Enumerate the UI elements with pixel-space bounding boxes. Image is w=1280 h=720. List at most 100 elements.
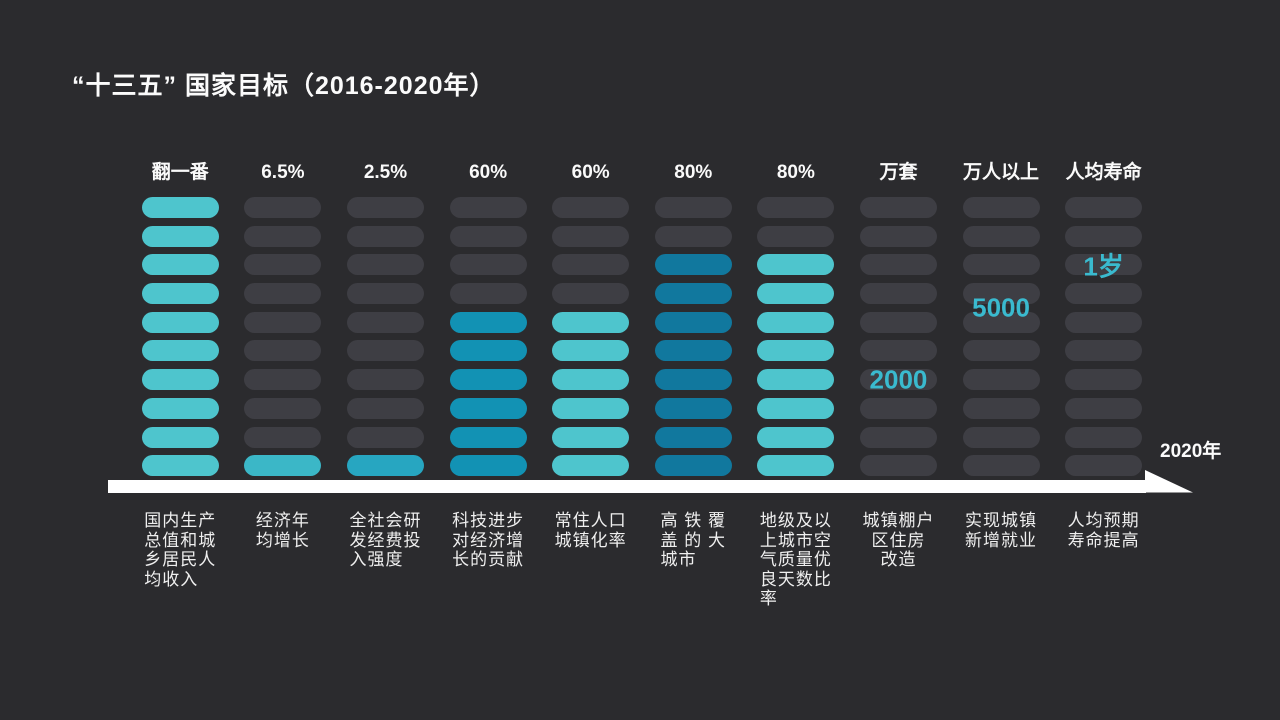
pill-empty xyxy=(244,254,322,276)
pill-empty xyxy=(346,283,424,305)
target-value-overlay: 5000 xyxy=(972,292,1030,323)
pill-filled xyxy=(552,311,630,333)
year-label: 2020年 xyxy=(1160,441,1222,462)
pill-empty xyxy=(962,426,1040,448)
goal-target-header: 6.5% xyxy=(261,162,305,183)
pill-empty xyxy=(346,369,424,391)
target-value-overlay: 1岁 xyxy=(1083,251,1124,282)
pill-empty xyxy=(244,369,322,391)
pill-filled xyxy=(654,455,732,477)
pill-filled xyxy=(757,311,835,333)
pill-filled xyxy=(141,455,219,477)
goal-category-label: 经济年 均增长 xyxy=(255,511,310,550)
pill-empty xyxy=(859,254,937,276)
pill-filled xyxy=(654,397,732,419)
pill-empty xyxy=(1065,311,1143,333)
goal-category-label: 全社会研 发经费投 入强度 xyxy=(349,511,422,570)
pill-empty xyxy=(552,197,630,218)
pill-empty xyxy=(346,397,424,419)
goal-column: 80% 高 铁 覆 盖 的 大 城市 xyxy=(642,155,745,609)
pill-empty xyxy=(962,311,1040,333)
pill-filled xyxy=(449,455,527,477)
pill-empty xyxy=(346,225,424,247)
pill-empty xyxy=(962,455,1040,477)
pill-empty xyxy=(859,369,937,391)
pill-empty xyxy=(859,455,937,477)
pill-filled xyxy=(346,455,424,477)
pill-empty xyxy=(244,426,322,448)
pill-filled xyxy=(141,426,219,448)
pill-empty xyxy=(552,254,630,276)
pill-stack xyxy=(346,197,424,477)
goal-target-header: 翻一番 xyxy=(151,162,209,183)
pill-filled xyxy=(141,340,219,362)
goal-target-header: 60% xyxy=(571,162,610,183)
pill-empty xyxy=(859,397,937,419)
goal-target-header: 80% xyxy=(776,162,815,183)
pill-empty xyxy=(449,225,527,247)
pill-empty xyxy=(1065,369,1143,391)
pill-empty xyxy=(962,397,1040,419)
pill-filled xyxy=(757,455,835,477)
goal-target-header: 60% xyxy=(469,162,508,183)
pill-empty xyxy=(859,340,937,362)
pill-empty xyxy=(859,426,937,448)
pill-empty xyxy=(244,397,322,419)
pill-filled xyxy=(757,369,835,391)
goal-category-label: 实现城镇 新增就业 xyxy=(965,511,1038,550)
pill-empty xyxy=(654,225,732,247)
target-value-overlay: 2000 xyxy=(869,364,928,395)
pill-empty xyxy=(859,197,937,218)
pill-filled xyxy=(449,397,527,419)
pill-empty xyxy=(346,340,424,362)
pill-filled xyxy=(757,283,835,305)
pill-filled xyxy=(449,340,527,362)
pill-filled xyxy=(654,426,732,448)
goal-column: 万套 城镇棚户 区住房 改造 2000 xyxy=(847,155,950,609)
goal-target-header: 2.5% xyxy=(363,162,408,183)
pill-empty xyxy=(244,311,322,333)
goal-column: 60% 科技进步 对经济增 长的贡献 xyxy=(437,155,540,609)
pill-empty xyxy=(1065,340,1143,362)
pill-stack xyxy=(962,197,1040,477)
pill-empty xyxy=(346,426,424,448)
goal-target-header: 万套 xyxy=(879,162,918,183)
goal-column: 2.5% 全社会研 发经费投 入强度 xyxy=(334,155,437,609)
timeline-arrow-bar xyxy=(108,480,1146,493)
pill-empty xyxy=(449,283,527,305)
pill-empty xyxy=(1065,283,1143,305)
pill-empty xyxy=(244,225,322,247)
pill-empty xyxy=(346,254,424,276)
pill-filled xyxy=(141,397,219,419)
goal-column: 翻一番 国内生产 总值和城 乡居民人 均收入 xyxy=(129,155,232,609)
pill-filled xyxy=(654,369,732,391)
goal-pill-chart: 翻一番 国内生产 总值和城 乡居民人 均收入 6.5% 经济年 均增长 2.5%… xyxy=(129,155,1155,609)
pill-empty xyxy=(962,197,1040,218)
goal-column: 万人以上 实现城镇 新增就业 5000 xyxy=(950,155,1053,609)
pill-empty xyxy=(1065,455,1143,477)
pill-empty xyxy=(1065,225,1143,247)
pill-filled xyxy=(552,340,630,362)
page-title: “十三五” 国家目标（2016-2020年） xyxy=(72,72,496,100)
pill-empty xyxy=(346,197,424,218)
pill-empty xyxy=(654,197,732,218)
pill-filled xyxy=(757,397,835,419)
pill-stack xyxy=(552,197,630,477)
pill-filled xyxy=(757,426,835,448)
pill-empty xyxy=(859,225,937,247)
pill-filled xyxy=(552,426,630,448)
pill-empty xyxy=(1065,397,1143,419)
pill-filled xyxy=(757,254,835,276)
pill-stack xyxy=(757,197,835,477)
pill-empty xyxy=(859,283,937,305)
pill-filled xyxy=(449,426,527,448)
pill-empty xyxy=(1065,197,1143,218)
pill-filled xyxy=(449,311,527,333)
pill-filled xyxy=(654,254,732,276)
pill-empty xyxy=(962,283,1040,305)
pill-filled xyxy=(552,369,630,391)
goal-category-label: 城镇棚户 区住房 改造 xyxy=(862,511,935,570)
pill-empty xyxy=(244,340,322,362)
goal-category-label: 常住人口 城镇化率 xyxy=(554,511,627,550)
